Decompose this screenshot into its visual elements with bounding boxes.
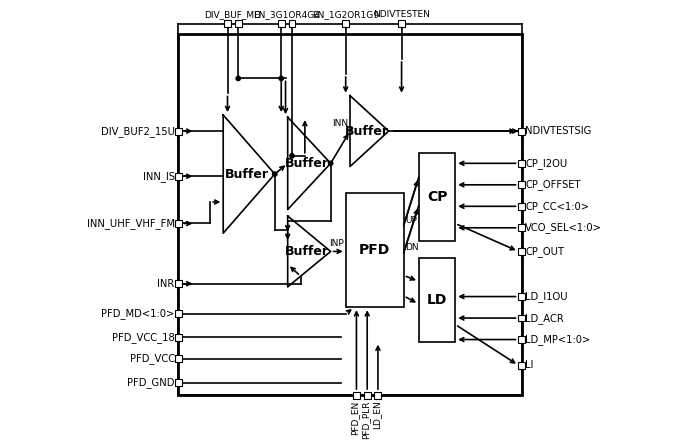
Text: LD_ACR: LD_ACR — [526, 312, 564, 324]
Bar — [519, 336, 526, 343]
Text: CP: CP — [427, 190, 447, 204]
Bar — [374, 392, 382, 399]
Text: CP_CC<1:0>: CP_CC<1:0> — [526, 201, 589, 212]
Bar — [178, 34, 522, 396]
Circle shape — [236, 76, 240, 81]
Bar — [174, 379, 181, 386]
Bar — [519, 248, 526, 255]
Polygon shape — [223, 115, 275, 233]
Bar — [519, 362, 526, 369]
Text: UP: UP — [405, 216, 417, 225]
Bar — [174, 128, 181, 134]
Bar — [174, 310, 181, 317]
Bar — [342, 20, 349, 27]
Text: NDIVTESTSIG: NDIVTESTSIG — [526, 126, 592, 136]
Bar — [419, 258, 455, 342]
Text: LD: LD — [427, 293, 447, 307]
Text: CP_I2OU: CP_I2OU — [526, 158, 568, 169]
Bar — [174, 173, 181, 180]
Circle shape — [279, 76, 284, 81]
Text: INR: INR — [158, 279, 174, 289]
Bar — [224, 20, 231, 27]
Bar — [174, 220, 181, 227]
Text: Buffer: Buffer — [345, 125, 389, 138]
Text: EN_1G2OR1G9: EN_1G2OR1G9 — [312, 10, 379, 19]
Text: DN: DN — [405, 243, 419, 252]
Text: LD_EN: LD_EN — [372, 400, 381, 429]
Bar — [419, 153, 455, 241]
Text: Buffer: Buffer — [285, 245, 329, 258]
Text: PFD_GND: PFD_GND — [127, 377, 174, 388]
Text: LD_MP<1:0>: LD_MP<1:0> — [526, 334, 591, 345]
Bar — [398, 20, 405, 27]
Text: PFD_EN: PFD_EN — [351, 400, 360, 435]
Bar — [278, 20, 285, 27]
Text: DIV_BUF_MD: DIV_BUF_MD — [204, 10, 261, 19]
Bar — [353, 392, 360, 399]
Text: VCO_SEL<1:0>: VCO_SEL<1:0> — [526, 222, 602, 233]
Text: LI: LI — [526, 360, 533, 370]
Text: INP: INP — [329, 239, 344, 248]
Text: NDIVTESTEN: NDIVTESTEN — [373, 10, 430, 19]
Text: LD_I1OU: LD_I1OU — [526, 291, 568, 302]
Bar — [519, 182, 526, 188]
Text: Buffer: Buffer — [225, 168, 269, 181]
Bar — [234, 20, 241, 27]
Bar — [519, 160, 526, 167]
Polygon shape — [350, 96, 389, 166]
Text: PFD_PLR: PFD_PLR — [361, 400, 370, 439]
Polygon shape — [288, 216, 330, 287]
Circle shape — [290, 154, 294, 158]
Bar — [519, 203, 526, 210]
Bar — [346, 194, 404, 307]
Bar — [519, 315, 526, 321]
Text: PFD: PFD — [359, 243, 391, 257]
Bar — [288, 20, 295, 27]
Text: Buffer: Buffer — [285, 157, 329, 170]
Text: INN: INN — [332, 119, 348, 128]
Bar — [519, 224, 526, 231]
Bar — [519, 128, 526, 134]
Text: PFD_VCC_18: PFD_VCC_18 — [112, 332, 174, 343]
Polygon shape — [288, 117, 330, 210]
Text: INN_UHF_VHF_FM: INN_UHF_VHF_FM — [87, 218, 174, 229]
Bar — [174, 334, 181, 341]
Text: CP_OFFSET: CP_OFFSET — [526, 179, 581, 190]
Bar — [364, 392, 370, 399]
Text: DIV_BUF2_15U: DIV_BUF2_15U — [101, 125, 174, 137]
Bar — [174, 280, 181, 287]
Text: PFD_MD<1:0>: PFD_MD<1:0> — [102, 308, 174, 319]
Circle shape — [328, 161, 332, 166]
Bar — [519, 293, 526, 300]
Bar — [174, 356, 181, 362]
Text: PFD_VCC: PFD_VCC — [130, 353, 174, 364]
Text: EN_3G1OR4G4: EN_3G1OR4G4 — [253, 10, 320, 19]
Text: INN_IS: INN_IS — [143, 171, 174, 182]
Circle shape — [272, 172, 277, 176]
Text: CP_OUT: CP_OUT — [526, 246, 564, 257]
